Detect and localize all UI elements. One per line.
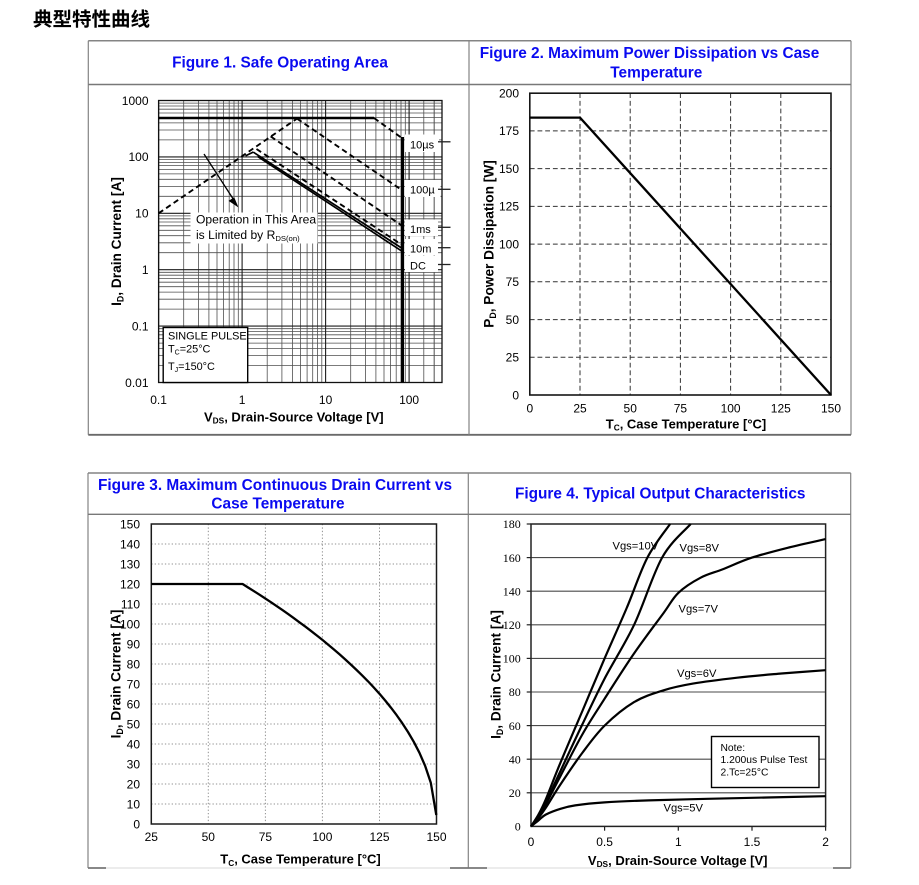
svg-text:25: 25 bbox=[145, 830, 159, 844]
svg-text:150: 150 bbox=[120, 517, 140, 531]
svg-text:Figure 2. Maximum Power Dissip: Figure 2. Maximum Power Dissipation vs C… bbox=[480, 45, 820, 62]
svg-text:1: 1 bbox=[142, 263, 149, 277]
svg-text:25: 25 bbox=[573, 402, 587, 416]
svg-text:1: 1 bbox=[675, 835, 682, 849]
svg-text:30: 30 bbox=[127, 757, 141, 771]
svg-text:150: 150 bbox=[426, 830, 446, 844]
svg-text:40: 40 bbox=[509, 752, 521, 766]
svg-text:0.01: 0.01 bbox=[125, 376, 149, 390]
svg-text:60: 60 bbox=[127, 697, 141, 711]
svg-text:25: 25 bbox=[506, 351, 520, 365]
svg-text:Figure 4. Typical Output Chara: Figure 4. Typical Output Characteristics bbox=[515, 485, 806, 502]
svg-text:Operation in This Area: Operation in This Area bbox=[196, 213, 316, 227]
svg-text:10m: 10m bbox=[410, 244, 431, 256]
svg-text:120: 120 bbox=[120, 577, 140, 591]
svg-text:0.1: 0.1 bbox=[132, 319, 149, 333]
svg-text:Vgs=6V: Vgs=6V bbox=[677, 668, 717, 680]
svg-text:140: 140 bbox=[120, 537, 140, 551]
svg-text:Vgs=5V: Vgs=5V bbox=[664, 803, 704, 815]
svg-text:125: 125 bbox=[369, 830, 389, 844]
svg-text:ID, Drain Current [A]: ID, Drain Current [A] bbox=[109, 610, 125, 739]
svg-text:125: 125 bbox=[499, 200, 519, 214]
svg-text:200: 200 bbox=[499, 87, 519, 101]
svg-text:2: 2 bbox=[822, 835, 829, 849]
svg-text:ID, Drain Current [A]: ID, Drain Current [A] bbox=[489, 610, 505, 739]
svg-text:80: 80 bbox=[127, 657, 141, 671]
svg-text:TC, Case Temperature [°C]: TC, Case Temperature [°C] bbox=[606, 416, 767, 432]
svg-text:20: 20 bbox=[127, 777, 141, 791]
svg-text:Figure 1. Safe Operating Area: Figure 1. Safe Operating Area bbox=[172, 55, 388, 72]
svg-text:40: 40 bbox=[127, 737, 141, 751]
svg-text:50: 50 bbox=[506, 313, 520, 327]
svg-text:0.5: 0.5 bbox=[596, 835, 613, 849]
svg-text:125: 125 bbox=[771, 402, 791, 416]
svg-text:150: 150 bbox=[499, 162, 519, 176]
svg-text:PD, Power Dissipation [W]: PD, Power Dissipation [W] bbox=[482, 160, 498, 328]
svg-text:DC: DC bbox=[410, 261, 426, 273]
svg-text:TC=25°C: TC=25°C bbox=[168, 344, 211, 357]
svg-text:Vgs=7V: Vgs=7V bbox=[679, 604, 719, 616]
svg-text:1ms: 1ms bbox=[410, 224, 431, 236]
svg-text:0: 0 bbox=[133, 817, 140, 831]
svg-text:ID, Drain Current [A]: ID, Drain Current [A] bbox=[109, 177, 125, 306]
svg-text:10: 10 bbox=[319, 393, 333, 407]
svg-text:SINGLE PULSE: SINGLE PULSE bbox=[168, 331, 247, 343]
svg-text:100: 100 bbox=[399, 393, 419, 407]
svg-text:160: 160 bbox=[503, 551, 521, 565]
svg-text:10: 10 bbox=[127, 797, 141, 811]
svg-text:120: 120 bbox=[503, 618, 521, 632]
svg-text:VDS, Drain-Source Voltage [V]: VDS, Drain-Source Voltage [V] bbox=[204, 409, 384, 425]
svg-text:TJ=150°C: TJ=150°C bbox=[168, 361, 215, 374]
svg-text:is Limited by RDS(on): is Limited by RDS(on) bbox=[196, 228, 300, 243]
svg-text:100: 100 bbox=[499, 237, 519, 251]
svg-text:80: 80 bbox=[509, 685, 521, 699]
svg-text:100µ: 100µ bbox=[410, 185, 435, 197]
svg-text:75: 75 bbox=[259, 830, 273, 844]
svg-text:0: 0 bbox=[528, 835, 535, 849]
svg-text:75: 75 bbox=[506, 275, 520, 289]
svg-text:50: 50 bbox=[127, 717, 141, 731]
svg-text:140: 140 bbox=[503, 584, 521, 598]
svg-text:1: 1 bbox=[239, 393, 246, 407]
svg-text:100: 100 bbox=[721, 402, 741, 416]
svg-text:175: 175 bbox=[499, 124, 519, 138]
svg-text:60: 60 bbox=[509, 719, 521, 733]
svg-text:90: 90 bbox=[127, 637, 141, 651]
svg-text:1000: 1000 bbox=[122, 94, 149, 108]
svg-text:0.1: 0.1 bbox=[150, 393, 167, 407]
svg-text:110: 110 bbox=[121, 597, 140, 611]
svg-text:0: 0 bbox=[515, 820, 521, 834]
svg-text:100: 100 bbox=[312, 830, 332, 844]
svg-text:1.200us Pulse Test: 1.200us Pulse Test bbox=[721, 755, 808, 766]
svg-text:10µs: 10µs bbox=[410, 140, 435, 152]
svg-text:Note:: Note: bbox=[721, 743, 746, 754]
svg-text:150: 150 bbox=[821, 402, 841, 416]
svg-text:0: 0 bbox=[526, 402, 533, 416]
svg-text:Temperature: Temperature bbox=[610, 64, 703, 81]
svg-text:TC, Case Temperature [°C]: TC, Case Temperature [°C] bbox=[220, 852, 381, 868]
svg-text:20: 20 bbox=[509, 786, 521, 800]
svg-text:2.Tc=25°C: 2.Tc=25°C bbox=[721, 767, 769, 778]
svg-text:100: 100 bbox=[503, 652, 521, 666]
svg-text:70: 70 bbox=[127, 677, 141, 691]
svg-text:180: 180 bbox=[503, 517, 521, 531]
svg-text:Vgs=10V: Vgs=10V bbox=[613, 541, 659, 553]
svg-text:1.5: 1.5 bbox=[744, 835, 761, 849]
svg-text:Figure 3. Maximum Continuous D: Figure 3. Maximum Continuous Drain Curre… bbox=[98, 477, 452, 494]
svg-text:10: 10 bbox=[135, 207, 149, 221]
svg-text:0: 0 bbox=[512, 388, 519, 402]
svg-text:50: 50 bbox=[624, 402, 638, 416]
svg-text:Vgs=8V: Vgs=8V bbox=[680, 543, 720, 555]
svg-text:75: 75 bbox=[674, 402, 688, 416]
svg-text:Case Temperature: Case Temperature bbox=[211, 495, 345, 512]
svg-text:130: 130 bbox=[120, 557, 140, 571]
svg-text:100: 100 bbox=[120, 617, 140, 631]
svg-text:100: 100 bbox=[128, 150, 148, 164]
svg-text:50: 50 bbox=[202, 830, 216, 844]
svg-text:VDS, Drain-Source Voltage [V]: VDS, Drain-Source Voltage [V] bbox=[588, 853, 768, 869]
